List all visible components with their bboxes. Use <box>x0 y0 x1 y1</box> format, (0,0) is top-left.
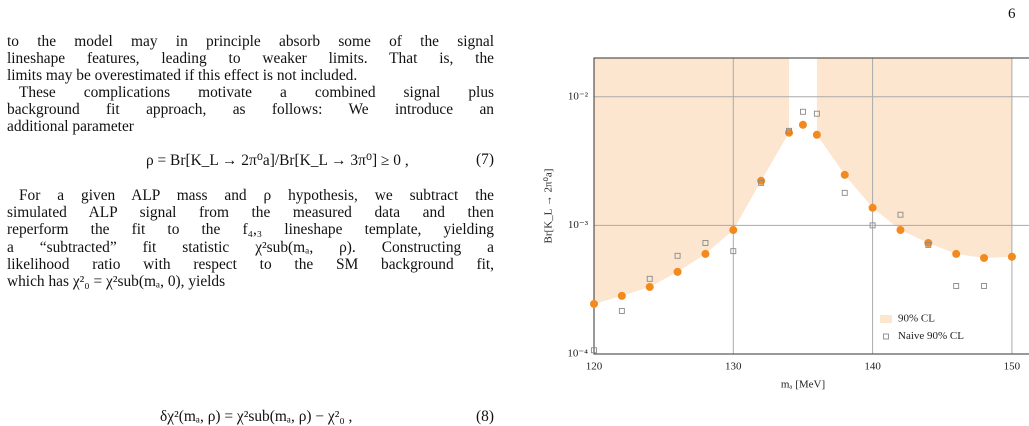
naive-point <box>730 248 737 255</box>
text-line: For a given ALP mass and ρ hypothesis, w… <box>19 187 494 204</box>
x-axis-label: mₐ [MeV] <box>781 379 825 391</box>
naive-point <box>786 127 792 134</box>
text-line: reperform the fit to the f₄,₃ lineshape … <box>7 221 494 239</box>
cl-point <box>840 170 849 179</box>
y-axis-label: Br[K_L → 2π⁰a] <box>543 169 555 244</box>
text-line: lineshape features, leading to weaker li… <box>7 50 494 68</box>
chart: 10⁻⁴ 10⁻³ 10⁻² 120 130 140 150 mₐ [MeV] Br[K_L →… <box>543 57 1029 391</box>
legend-swatch <box>883 333 889 340</box>
text-line: background fit approach, as follows: We … <box>7 101 494 119</box>
y-tick-label: 10⁻³ <box>568 219 589 231</box>
naive-point <box>618 308 625 314</box>
naive-point <box>925 241 932 248</box>
text-line: to the model may in principle absorb som… <box>7 33 494 50</box>
legend-swatch <box>880 315 892 323</box>
y-tick-label: 10⁻² <box>568 90 589 102</box>
cl-area <box>816 58 1012 258</box>
naive-point <box>813 110 820 117</box>
cl-point <box>590 299 598 308</box>
text-line: simulated ALP signal from the measured d… <box>7 204 494 222</box>
text-line: These complications motivate a combined … <box>19 84 494 101</box>
equation-number: (7) <box>476 151 494 168</box>
cl-point <box>1007 252 1016 261</box>
naive-point <box>841 189 848 196</box>
x-tick-label: 130 <box>725 361 742 373</box>
equation: δχ²(mₐ, ρ) = χ²sub(mₐ, ρ) − χ²₀ , <box>160 408 353 425</box>
naive-point <box>591 347 597 354</box>
legend-label: 90% CL <box>898 313 935 325</box>
cl-point <box>868 203 877 212</box>
x-tick-label: 140 <box>864 361 881 373</box>
cl-point <box>980 253 989 262</box>
text-line: additional parameter <box>7 118 134 136</box>
naive-point <box>897 211 904 218</box>
cl-point <box>673 267 682 276</box>
x-tick-label: 120 <box>586 361 603 373</box>
cl-area <box>594 58 790 304</box>
naive-point <box>953 283 960 289</box>
text-line: a “subtracted” fit statistic χ²sub(mₐ, ρ… <box>7 238 494 256</box>
naive-point <box>981 283 987 289</box>
text-line: which has χ²₀ = χ²sub(mₐ, 0), yields <box>7 273 226 290</box>
naive-point <box>758 179 765 186</box>
cl-point <box>896 226 905 235</box>
equation: ρ = Br[K_L → 2π⁰a]/Br[K_L → 3π⁰] ≥ 0 , <box>146 152 409 169</box>
x-tick-label: 150 <box>1004 361 1021 373</box>
equation-number: (8) <box>476 408 494 425</box>
page-number: 6 <box>1008 6 1016 22</box>
cl-point <box>701 249 710 258</box>
cl-point <box>785 128 794 137</box>
legend-label: Naive 90% CL <box>898 330 964 342</box>
cl-point <box>617 291 626 300</box>
y-tick-label: 10⁻⁴ <box>567 348 588 360</box>
naive-point <box>869 222 876 229</box>
naive-point <box>674 252 681 259</box>
cl-point <box>952 249 961 258</box>
cl-point <box>798 120 807 129</box>
cl-point <box>645 282 654 291</box>
cl-point <box>729 226 738 235</box>
naive-point <box>646 275 653 282</box>
text-line: limits may be overestimated if this effe… <box>7 67 358 85</box>
naive-point <box>800 108 806 115</box>
text-line: likelihood ratio with respect to the SM … <box>7 255 494 273</box>
naive-point <box>702 239 709 246</box>
cl-point <box>924 238 933 247</box>
plot-frame <box>593 57 1029 355</box>
cl-point <box>812 130 821 139</box>
